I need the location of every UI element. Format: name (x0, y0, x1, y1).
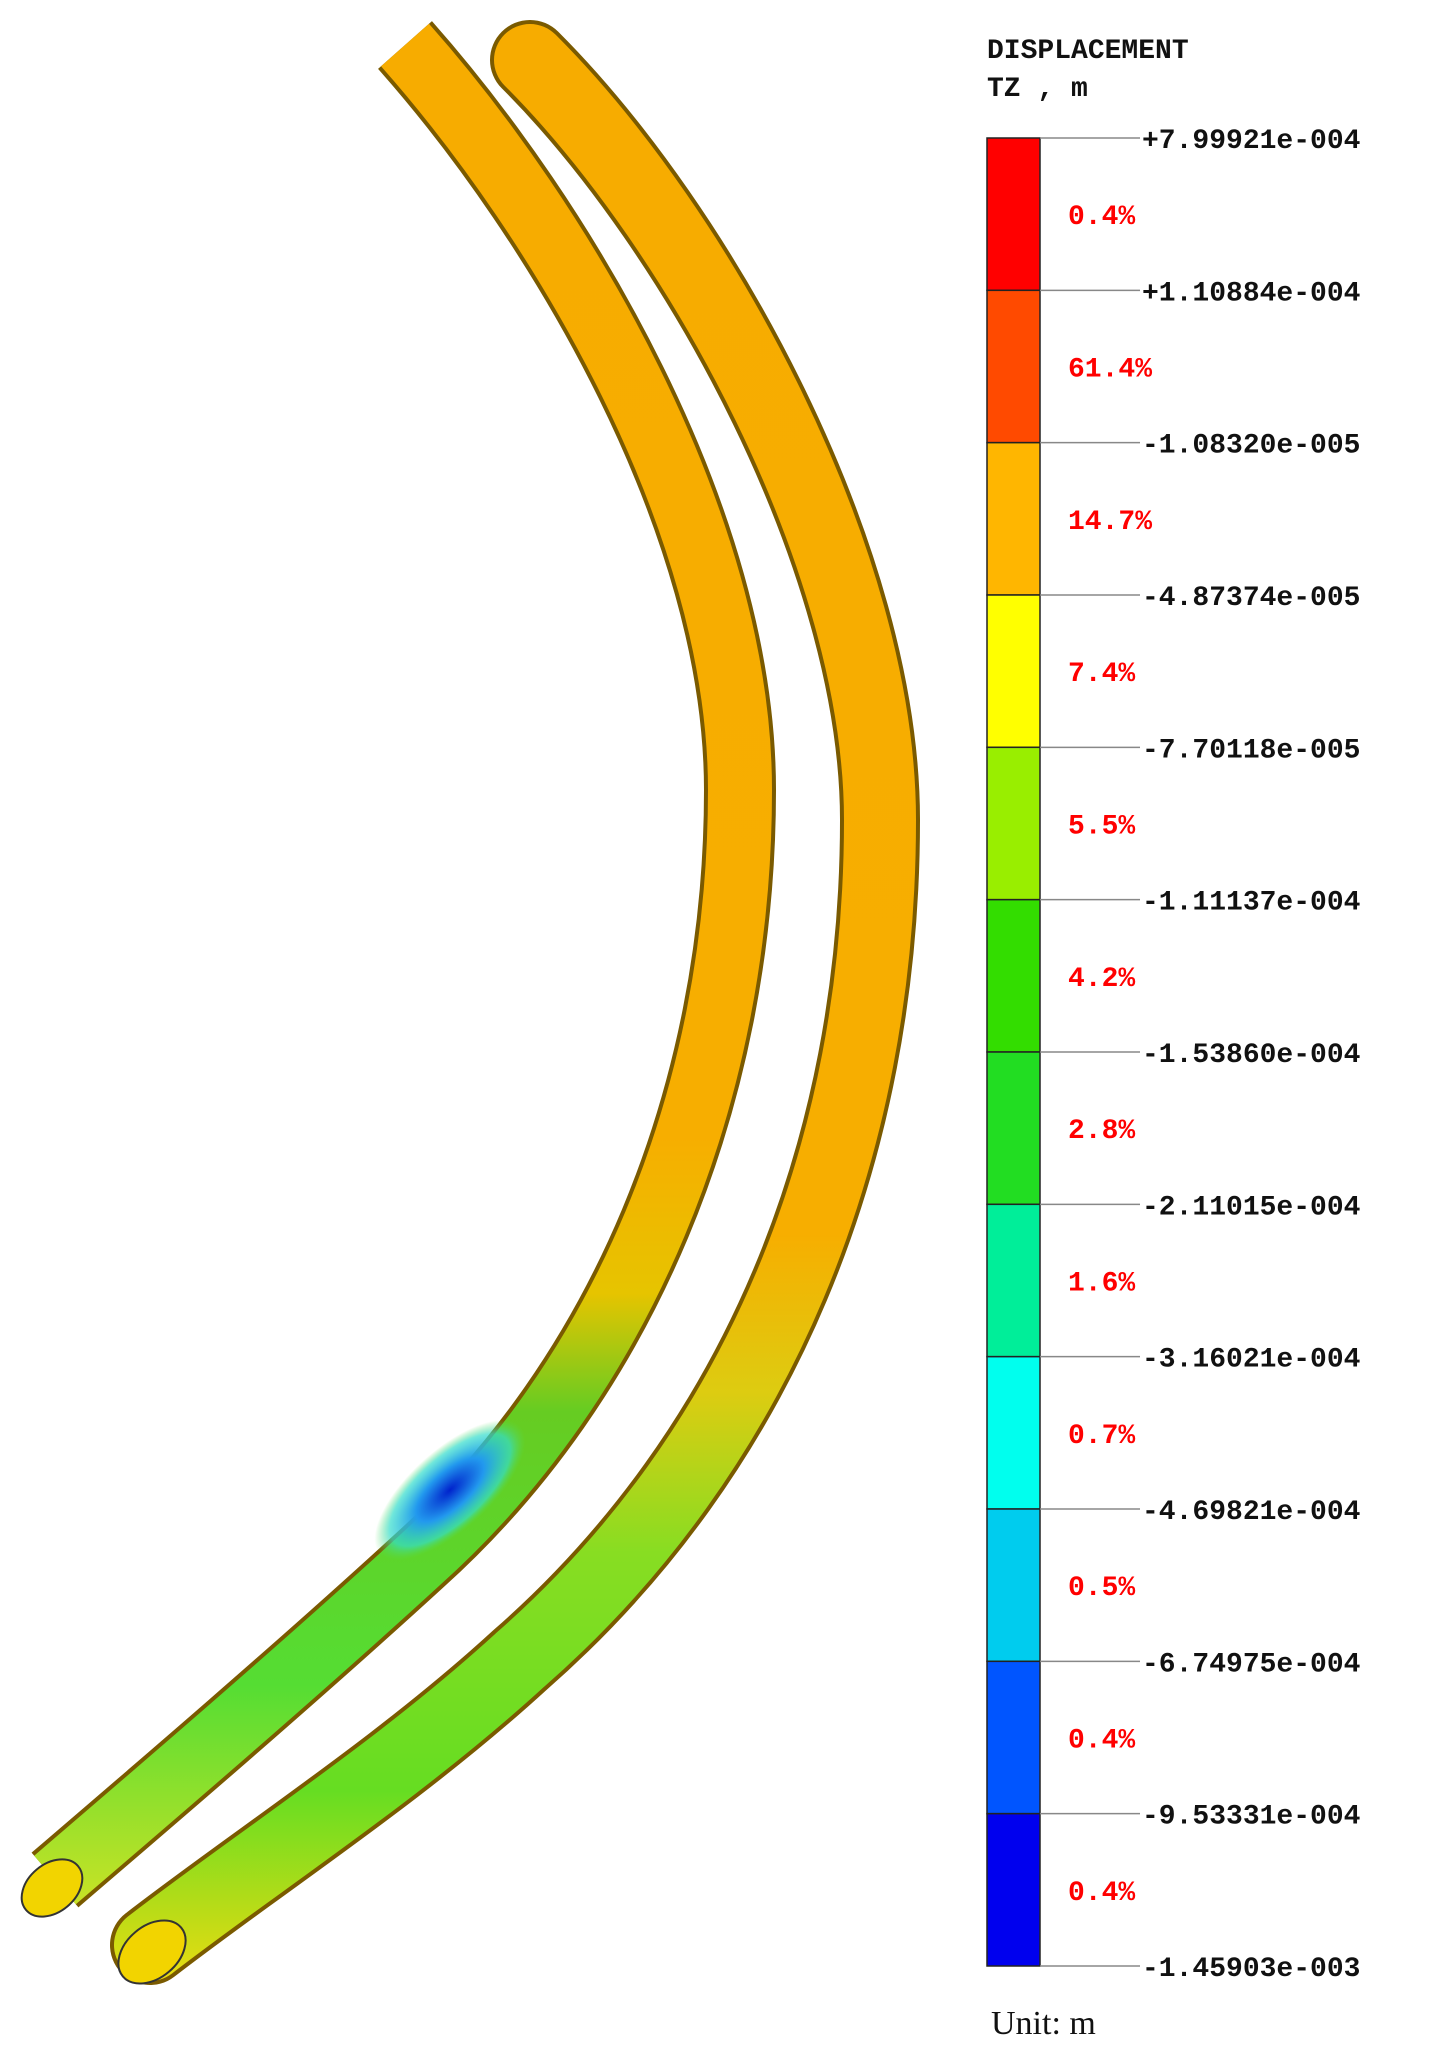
boundary-label: -6.74975e-004 (1142, 1649, 1360, 1680)
color-band (986, 441, 1041, 596)
color-band (986, 1508, 1041, 1663)
model-view (20, 20, 921, 1985)
boundary-label: -2.11015e-004 (1142, 1192, 1360, 1223)
band-percent: 0.4% (1068, 202, 1135, 233)
legend-title: DISPLACEMENT (987, 36, 1189, 67)
legend-subtitle: TZ , m (987, 74, 1088, 105)
boundary-label: -4.87374e-005 (1142, 583, 1360, 614)
boundary-label: -9.53331e-004 (1142, 1802, 1360, 1833)
boundary-label: -3.16021e-004 (1142, 1345, 1360, 1376)
band-percent: 1.6% (1068, 1269, 1135, 1300)
boundary-label: -1.53860e-004 (1142, 1040, 1360, 1071)
band-percent: 0.4% (1068, 1878, 1135, 1909)
boundary-label: -7.70118e-005 (1142, 735, 1360, 766)
boundary-label: -1.11137e-004 (1142, 888, 1360, 919)
color-band (986, 898, 1041, 1053)
band-percent: 0.4% (1068, 1726, 1135, 1757)
boundary-label: +1.10884e-004 (1142, 278, 1360, 309)
unit-label: Unit: m (991, 2005, 1096, 2042)
band-percent: 14.7% (1068, 507, 1152, 538)
tube-end (20, 1858, 84, 1918)
band-percent: 0.5% (1068, 1573, 1135, 1604)
boundary-label: -1.08320e-005 (1142, 431, 1360, 462)
band-percent: 2.8% (1068, 1116, 1135, 1147)
color-band (986, 1660, 1041, 1815)
boundary-label: -4.69821e-004 (1142, 1497, 1360, 1528)
band-percent: 0.7% (1068, 1421, 1135, 1452)
color-band (986, 137, 1041, 292)
band-percent: 7.4% (1068, 659, 1135, 690)
color-band (986, 1203, 1041, 1358)
color-band (986, 746, 1041, 901)
color-band (986, 1051, 1041, 1206)
boundary-label: +7.99921e-004 (1142, 126, 1360, 157)
color-band (986, 289, 1041, 444)
inner-tube (34, 23, 773, 1905)
color-band (986, 1812, 1041, 1967)
legend: 0.4% 61.4% 14.7% 7.4% 5.5% 4.2% 2.8% 1.6% 0.7% 0.… (986, 126, 1360, 1985)
color-band (986, 1355, 1041, 1510)
displacement-hotspot (374, 1419, 526, 1561)
color-band (986, 594, 1041, 749)
band-percent: 5.5% (1068, 812, 1135, 843)
outer-tube (114, 24, 917, 1981)
boundary-label: -1.45903e-003 (1142, 1954, 1360, 1985)
band-percent: 61.4% (1068, 355, 1152, 386)
tube-end (117, 1919, 187, 1985)
band-percent: 4.2% (1068, 964, 1135, 995)
